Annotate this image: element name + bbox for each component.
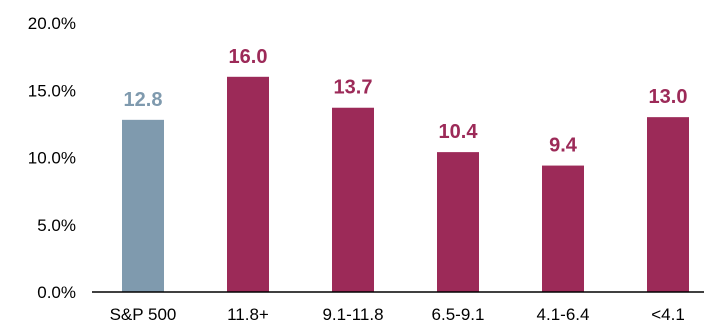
bar-1: [227, 76, 269, 292]
x-tick-label: 11.8+: [227, 305, 269, 324]
bar-value-label: 10.4: [439, 121, 479, 143]
bar-0: [122, 119, 164, 292]
x-tick-label: 4.1-6.4: [537, 305, 590, 324]
y-tick-label: 15.0%: [28, 81, 76, 100]
bars-group: [122, 76, 689, 293]
bar-value-label: 13.0: [649, 86, 688, 108]
y-axis-ticks: 0.0% 5.0% 10.0% 15.0% 20.0%: [28, 14, 76, 302]
y-tick-label: 0.0%: [37, 283, 76, 302]
bar-3: [437, 152, 479, 292]
y-tick-label: 20.0%: [28, 14, 76, 33]
x-tick-label: 6.5-9.1: [432, 305, 485, 324]
x-tick-label: S&P 500: [110, 305, 177, 324]
y-tick-label: 5.0%: [37, 216, 76, 235]
bar-2: [332, 107, 374, 292]
bar-value-label: 12.8: [124, 89, 163, 111]
bar-value-label: 16.0: [229, 46, 268, 68]
x-tick-label: <4.1: [651, 305, 685, 324]
bar-5: [647, 117, 689, 293]
y-tick-label: 10.0%: [28, 149, 76, 168]
x-tick-label: 9.1-11.8: [322, 305, 383, 324]
bar-value-label: 9.4: [549, 135, 578, 157]
bar-4: [542, 165, 584, 292]
value-labels-group: 12.8 16.0 13.7 10.4 9.4 13.0: [124, 46, 688, 157]
bar-value-label: 13.7: [334, 77, 373, 99]
x-axis-ticks: S&P 500 11.8+ 9.1-11.8 6.5-9.1 4.1-6.4 <4.1: [110, 305, 685, 324]
